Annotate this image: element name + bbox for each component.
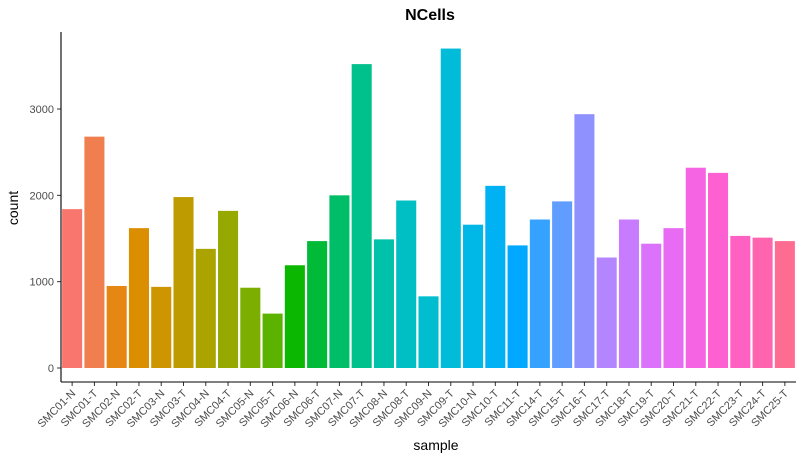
bar-smc02-n	[106, 285, 127, 368]
bar-smc09-t	[440, 48, 461, 368]
bar-smc23-t	[730, 235, 751, 368]
bar-smc16-t	[574, 114, 595, 369]
bar-smc02-t	[128, 228, 149, 368]
bar-smc25-t	[774, 241, 795, 368]
bar-smc22-t	[708, 172, 729, 368]
bar-smc05-n	[240, 287, 261, 368]
bar-smc06-t	[307, 241, 328, 368]
y-tick-label: 2000	[30, 190, 54, 202]
bar-smc06-n	[284, 265, 305, 368]
y-axis: 0 1000 2000 3000	[30, 104, 61, 375]
y-tick-label: 3000	[30, 104, 54, 116]
bar-smc01-t	[84, 136, 105, 368]
x-axis: SMC01-NSMC01-TSMC02-NSMC02-TSMC03-NSMC03…	[36, 382, 791, 430]
bar-smc04-n	[195, 248, 216, 368]
bar-smc05-t	[262, 313, 283, 368]
y-axis-title: count	[5, 191, 21, 225]
x-axis-title: sample	[413, 437, 458, 453]
y-tick-label: 0	[48, 363, 54, 375]
bar-smc14-t	[529, 219, 550, 368]
bar-smc07-n	[329, 195, 350, 368]
bar-smc24-t	[752, 237, 773, 368]
bar-smc01-n	[62, 209, 83, 368]
bar-smc18-t	[618, 219, 639, 368]
bar-smc07-t	[351, 64, 372, 369]
bar-smc04-t	[218, 210, 239, 368]
bars-group	[62, 48, 795, 369]
bar-smc19-t	[641, 243, 662, 368]
bar-smc08-t	[396, 200, 417, 368]
bar-smc03-t	[173, 197, 194, 368]
bar-smc20-t	[663, 228, 684, 368]
bar-smc03-n	[151, 286, 172, 368]
bar-smc11-t	[507, 245, 528, 368]
bar-smc09-n	[418, 296, 439, 368]
bar-smc10-t	[485, 185, 506, 368]
bar-smc10-n	[463, 224, 484, 368]
bar-smc15-t	[552, 201, 573, 368]
chart-title: NCells	[405, 7, 455, 24]
bar-smc21-t	[685, 167, 706, 368]
bar-smc08-n	[373, 239, 394, 368]
bar-smc17-t	[596, 257, 617, 368]
y-tick-label: 1000	[30, 277, 54, 289]
